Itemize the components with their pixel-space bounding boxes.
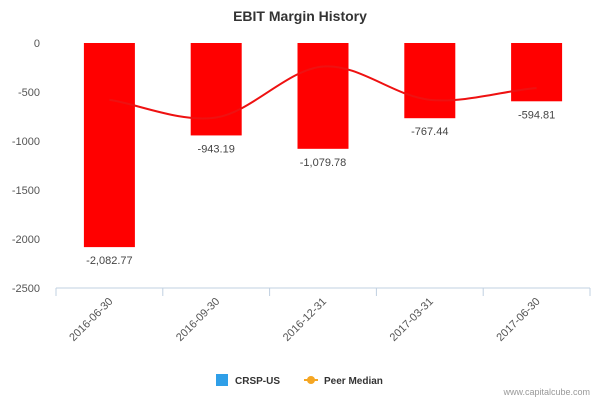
data-label: -594.81: [518, 109, 555, 121]
y-tick-label: -1000: [12, 136, 40, 148]
x-tick-label: 2017-03-31: [388, 296, 436, 344]
credit-text[interactable]: www.capitalcube.com: [502, 387, 590, 397]
x-tick-label: 2016-09-30: [174, 296, 222, 344]
bar-2017-06-30: [511, 43, 563, 102]
bar-2016-12-31: [297, 43, 349, 149]
y-tick-label: -2000: [12, 234, 40, 246]
legend-label-peer[interactable]: Peer Median: [324, 376, 383, 387]
x-tick-label: 2017-06-30: [494, 296, 542, 344]
data-label: -1,079.78: [300, 157, 346, 169]
y-tick-label: -1500: [12, 185, 40, 197]
y-tick-label: 0: [34, 38, 40, 50]
chart-title: EBIT Margin History: [233, 8, 367, 24]
peer-median-line: [109, 65, 537, 120]
legend-label-crsp[interactable]: CRSP-US: [235, 376, 280, 387]
data-label: -943.19: [198, 143, 235, 155]
x-axis: 2016-06-30 2016-09-30 2016-12-31 2017-03-31…: [55, 287, 591, 344]
bar-series: [83, 43, 563, 248]
legend: CRSP-US Peer Median: [216, 374, 383, 387]
peer-median-path: [109, 65, 537, 120]
x-tick-label: 2016-06-30: [67, 296, 115, 344]
y-tick-label: -2500: [12, 283, 40, 295]
legend-marker-peer[interactable]: [307, 376, 315, 384]
bar-2017-03-31: [404, 43, 456, 119]
y-tick-label: -500: [18, 87, 40, 99]
data-labels: -2,082.77 -943.19 -1,079.78 -767.44 -594.81: [86, 109, 555, 267]
y-axis: 0 -500 -1000 -1500 -2000 -2500: [12, 38, 40, 295]
data-label: -767.44: [411, 126, 448, 138]
legend-swatch-crsp[interactable]: [216, 374, 228, 386]
bar-2016-06-30: [83, 43, 135, 248]
data-label: -2,082.77: [86, 255, 132, 267]
bar-2016-09-30: [190, 43, 242, 136]
x-tick-label: 2016-12-31: [281, 296, 329, 344]
